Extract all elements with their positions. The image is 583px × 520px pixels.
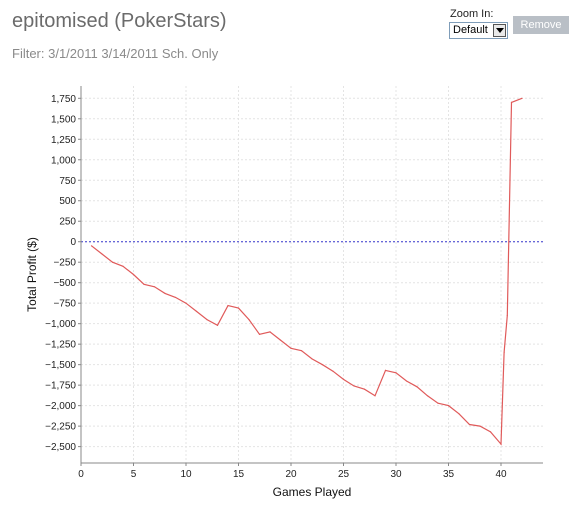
data-point [426, 395, 429, 397]
data-point [206, 318, 208, 321]
x-tick-label: 5 [131, 469, 137, 480]
x-tick-label: 35 [443, 469, 455, 480]
x-axis-title: Games Played [273, 485, 352, 499]
filter-text: Filter: 3/1/2011 3/14/2011 Sch. Only [12, 46, 219, 61]
data-point [279, 339, 282, 341]
data-point [500, 443, 502, 445]
y-axis: −2,500 −2,250 −2,000 −1,750 −1,500 −1,250 −1,0… [45, 94, 81, 453]
y-tick-label: 750 [59, 176, 76, 187]
data-point [153, 286, 156, 288]
data-point [132, 273, 135, 276]
y-tick-label: 0 [70, 237, 76, 248]
data-point [122, 265, 124, 267]
data-point [174, 296, 177, 299]
x-tick-label: 0 [78, 469, 84, 480]
y-tick-label: −1,500 [45, 360, 76, 371]
plot-area [81, 86, 543, 463]
data-point [237, 307, 240, 309]
y-tick-label: −2,250 [45, 422, 76, 433]
remove-button[interactable]: Remove [513, 16, 569, 34]
zoom-select[interactable]: Default [449, 22, 508, 39]
y-tick-label: 1,500 [51, 114, 76, 125]
data-point [111, 261, 114, 263]
x-axis: 0 5 10 15 20 25 30 35 40 [78, 463, 507, 480]
data-point [342, 378, 345, 381]
y-tick-label: −1,750 [45, 381, 76, 392]
dropdown-arrow-icon[interactable] [493, 24, 506, 37]
data-point [185, 302, 187, 304]
data-point [227, 305, 229, 307]
x-tick-label: 30 [390, 469, 402, 480]
profit-line [91, 97, 523, 446]
y-tick-label: 1,250 [51, 135, 76, 146]
x-tick-label: 20 [285, 469, 297, 480]
y-tick-label: −1,000 [45, 319, 76, 330]
data-point [363, 388, 366, 390]
data-point [332, 370, 334, 372]
data-point [195, 310, 198, 312]
data-point [248, 318, 250, 321]
grid [80, 86, 543, 463]
x-tick-label: 25 [338, 469, 350, 480]
data-point [416, 386, 418, 388]
y-tick-label: 500 [59, 196, 76, 207]
x-tick-label: 40 [495, 469, 507, 480]
data-point [468, 423, 471, 426]
x-tick-label: 10 [180, 469, 192, 480]
data-point [479, 425, 481, 427]
data-point [489, 431, 492, 433]
y-tick-label: 250 [59, 217, 76, 228]
series-line [90, 97, 523, 446]
y-tick-label: −2,500 [45, 442, 76, 453]
data-point [143, 283, 145, 285]
y-tick-label: −2,000 [45, 401, 76, 412]
data-point [90, 245, 93, 247]
zoom-select-value: Default [453, 24, 488, 36]
data-point [503, 351, 505, 353]
page-title: epitomised (PokerStars) [12, 10, 227, 32]
zoom-label: Zoom In: [450, 8, 494, 20]
data-point [395, 372, 397, 374]
data-point [458, 413, 460, 415]
data-point [510, 101, 513, 103]
y-tick-label: −250 [53, 258, 76, 269]
y-tick-label: 1,000 [51, 155, 76, 166]
data-point [300, 350, 303, 352]
y-tick-label: −1,250 [45, 340, 76, 351]
y-tick-label: −750 [53, 299, 76, 310]
data-point [384, 369, 387, 371]
data-point [101, 253, 103, 255]
data-point [258, 333, 261, 335]
data-point [374, 395, 376, 397]
data-point [437, 402, 439, 404]
data-point [506, 314, 508, 317]
data-point [321, 364, 324, 366]
data-point [405, 380, 408, 382]
data-point [164, 292, 166, 294]
y-tick-label: 1,750 [51, 94, 76, 105]
data-point [290, 347, 292, 349]
data-point [353, 385, 355, 387]
y-tick-label: −500 [53, 278, 76, 289]
x-tick-label: 15 [233, 469, 245, 480]
y-axis-title: Total Profit ($) [25, 237, 39, 312]
data-point [216, 324, 219, 326]
data-point [269, 331, 271, 333]
data-point [311, 358, 313, 360]
data-point [521, 97, 523, 99]
data-point [447, 405, 450, 407]
